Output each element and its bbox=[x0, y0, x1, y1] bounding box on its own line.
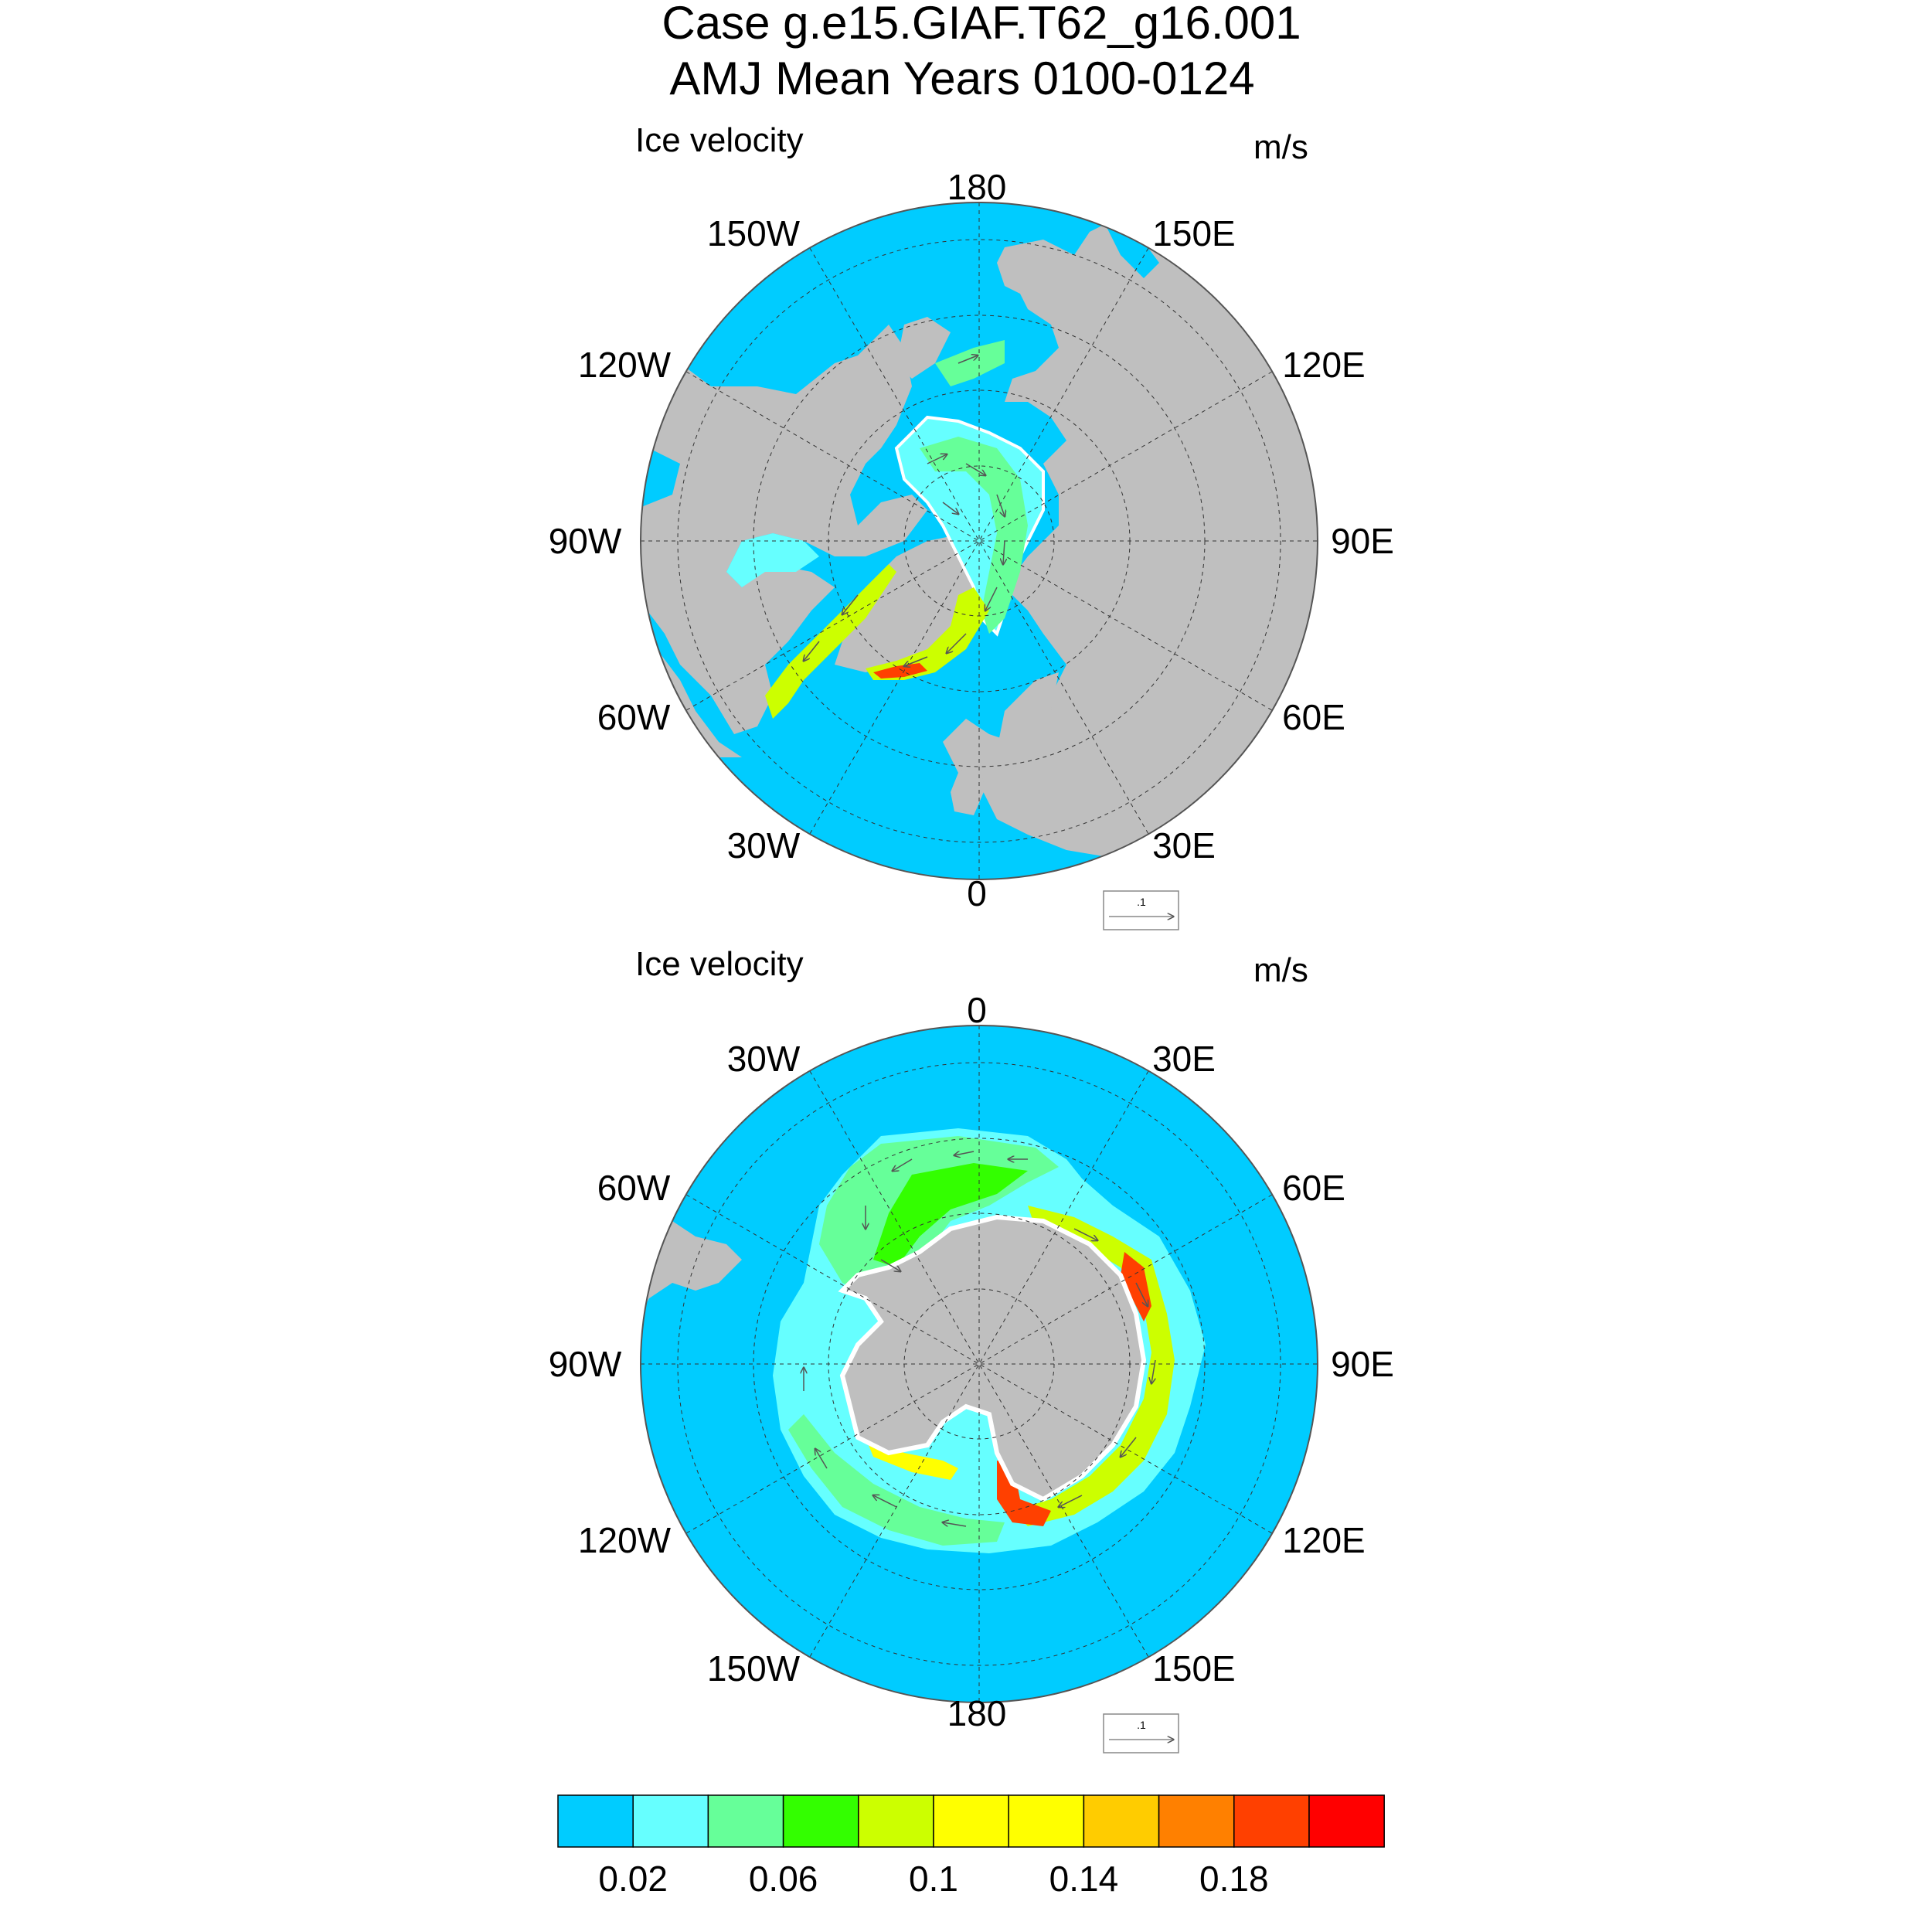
south-lon-lower-left: 150W bbox=[707, 1648, 801, 1689]
colorbar-tick-label: 0.1 bbox=[909, 1859, 958, 1899]
colorbar-tick-label: 0.06 bbox=[749, 1859, 818, 1899]
south-lon-mid-upper-left: 60W bbox=[597, 1168, 671, 1208]
south-reference-vector: .1 bbox=[1103, 1713, 1179, 1753]
south-lon-right: 90E bbox=[1331, 1344, 1394, 1384]
north-lon-top: 180 bbox=[947, 167, 1007, 207]
colorbar-box bbox=[1233, 1794, 1310, 1848]
south-lon-mid-upper-right: 60E bbox=[1282, 1168, 1345, 1208]
colorbar-labels: 0.02 0.06 0.1 0.14 0.18 bbox=[598, 1859, 1268, 1899]
north-left-label: Ice velocity bbox=[635, 121, 804, 159]
colorbar-box bbox=[858, 1794, 934, 1848]
north-east-greenland-current bbox=[866, 587, 989, 680]
colorbar-tick-label: 0.14 bbox=[1049, 1859, 1119, 1899]
north-map-border bbox=[640, 202, 1318, 880]
north-land-scandinavia bbox=[997, 672, 1059, 781]
north-lon-mid-upper-right: 120E bbox=[1282, 345, 1365, 385]
figure-subtitle: AMJ Mean Years 0100-0124 bbox=[669, 53, 1254, 104]
north-lon-bottom: 0 bbox=[967, 873, 987, 913]
south-panel: Ice velocity m/s bbox=[549, 945, 1394, 1753]
north-bering-land bbox=[896, 317, 951, 379]
north-lon-mid-lower-right: 60E bbox=[1282, 697, 1345, 737]
colorbar-box bbox=[632, 1794, 709, 1848]
north-reference-value: .1 bbox=[1137, 896, 1146, 908]
north-lon-left: 90W bbox=[549, 521, 622, 561]
south-lon-upper-right: 30E bbox=[1152, 1039, 1216, 1079]
south-left-label: Ice velocity bbox=[635, 945, 804, 983]
north-labrador-ice bbox=[726, 533, 819, 587]
north-lon-right: 90E bbox=[1331, 521, 1394, 561]
colorbar-tick-label: 0.18 bbox=[1199, 1859, 1269, 1899]
north-graticule bbox=[641, 202, 1318, 879]
colorbar-box bbox=[782, 1794, 859, 1848]
south-lon-top: 0 bbox=[967, 990, 987, 1030]
south-lon-upper-left: 30W bbox=[727, 1039, 801, 1079]
south-lon-left: 90W bbox=[549, 1344, 622, 1384]
north-lon-upper-right: 150E bbox=[1152, 213, 1235, 253]
north-map bbox=[641, 202, 1318, 879]
south-right-label: m/s bbox=[1253, 951, 1308, 989]
south-lon-bottom: 180 bbox=[947, 1693, 1007, 1733]
figure-title: Case g.e15.GIAF.T62_g16.001 bbox=[662, 0, 1301, 49]
south-lon-mid-lower-left: 120W bbox=[578, 1520, 672, 1560]
south-ross-sector bbox=[788, 1414, 1005, 1546]
north-reference-vector: .1 bbox=[1103, 890, 1179, 930]
south-vectors bbox=[804, 1151, 1156, 1527]
colorbar-box bbox=[933, 1794, 1009, 1848]
north-lon-mid-upper-left: 120W bbox=[578, 345, 672, 385]
south-lon-lower-right: 150E bbox=[1152, 1648, 1235, 1689]
south-land-antarctica bbox=[838, 1214, 1147, 1502]
colorbar-box bbox=[1083, 1794, 1160, 1848]
colorbar-box bbox=[707, 1794, 784, 1848]
north-land-eurasia bbox=[943, 202, 1318, 858]
north-lon-lower-left: 30W bbox=[727, 825, 801, 866]
south-lon-mid-lower-right: 120E bbox=[1282, 1520, 1365, 1560]
colorbar-box bbox=[1008, 1794, 1085, 1848]
colorbar-box bbox=[1158, 1794, 1235, 1848]
south-graticule bbox=[641, 1026, 1318, 1702]
north-lon-upper-left: 150W bbox=[707, 213, 801, 253]
colorbar-box bbox=[557, 1794, 634, 1848]
colorbar-box bbox=[1308, 1794, 1385, 1848]
north-strong-flow bbox=[873, 663, 927, 679]
north-right-label: m/s bbox=[1253, 128, 1308, 166]
south-reference-value: .1 bbox=[1137, 1719, 1146, 1731]
north-lon-lower-right: 30E bbox=[1152, 825, 1216, 866]
south-map bbox=[641, 1026, 1318, 1702]
colorbar-tick-label: 0.02 bbox=[598, 1859, 668, 1899]
north-vectors bbox=[804, 355, 1005, 666]
north-labrador-flow bbox=[765, 564, 896, 719]
north-bering-ice bbox=[935, 340, 1005, 386]
colorbar: 0.02 0.06 0.1 0.14 0.18 bbox=[557, 1794, 1385, 1899]
north-panel: Ice velocity m/s bbox=[549, 121, 1394, 930]
north-land-britain bbox=[951, 761, 985, 815]
north-transpolar-drift bbox=[920, 437, 1028, 634]
colorbar-boxes bbox=[557, 1794, 1385, 1848]
south-weddell-core bbox=[873, 1163, 1028, 1267]
south-map-border bbox=[640, 1025, 1318, 1703]
north-lon-mid-lower-left: 60W bbox=[597, 697, 671, 737]
